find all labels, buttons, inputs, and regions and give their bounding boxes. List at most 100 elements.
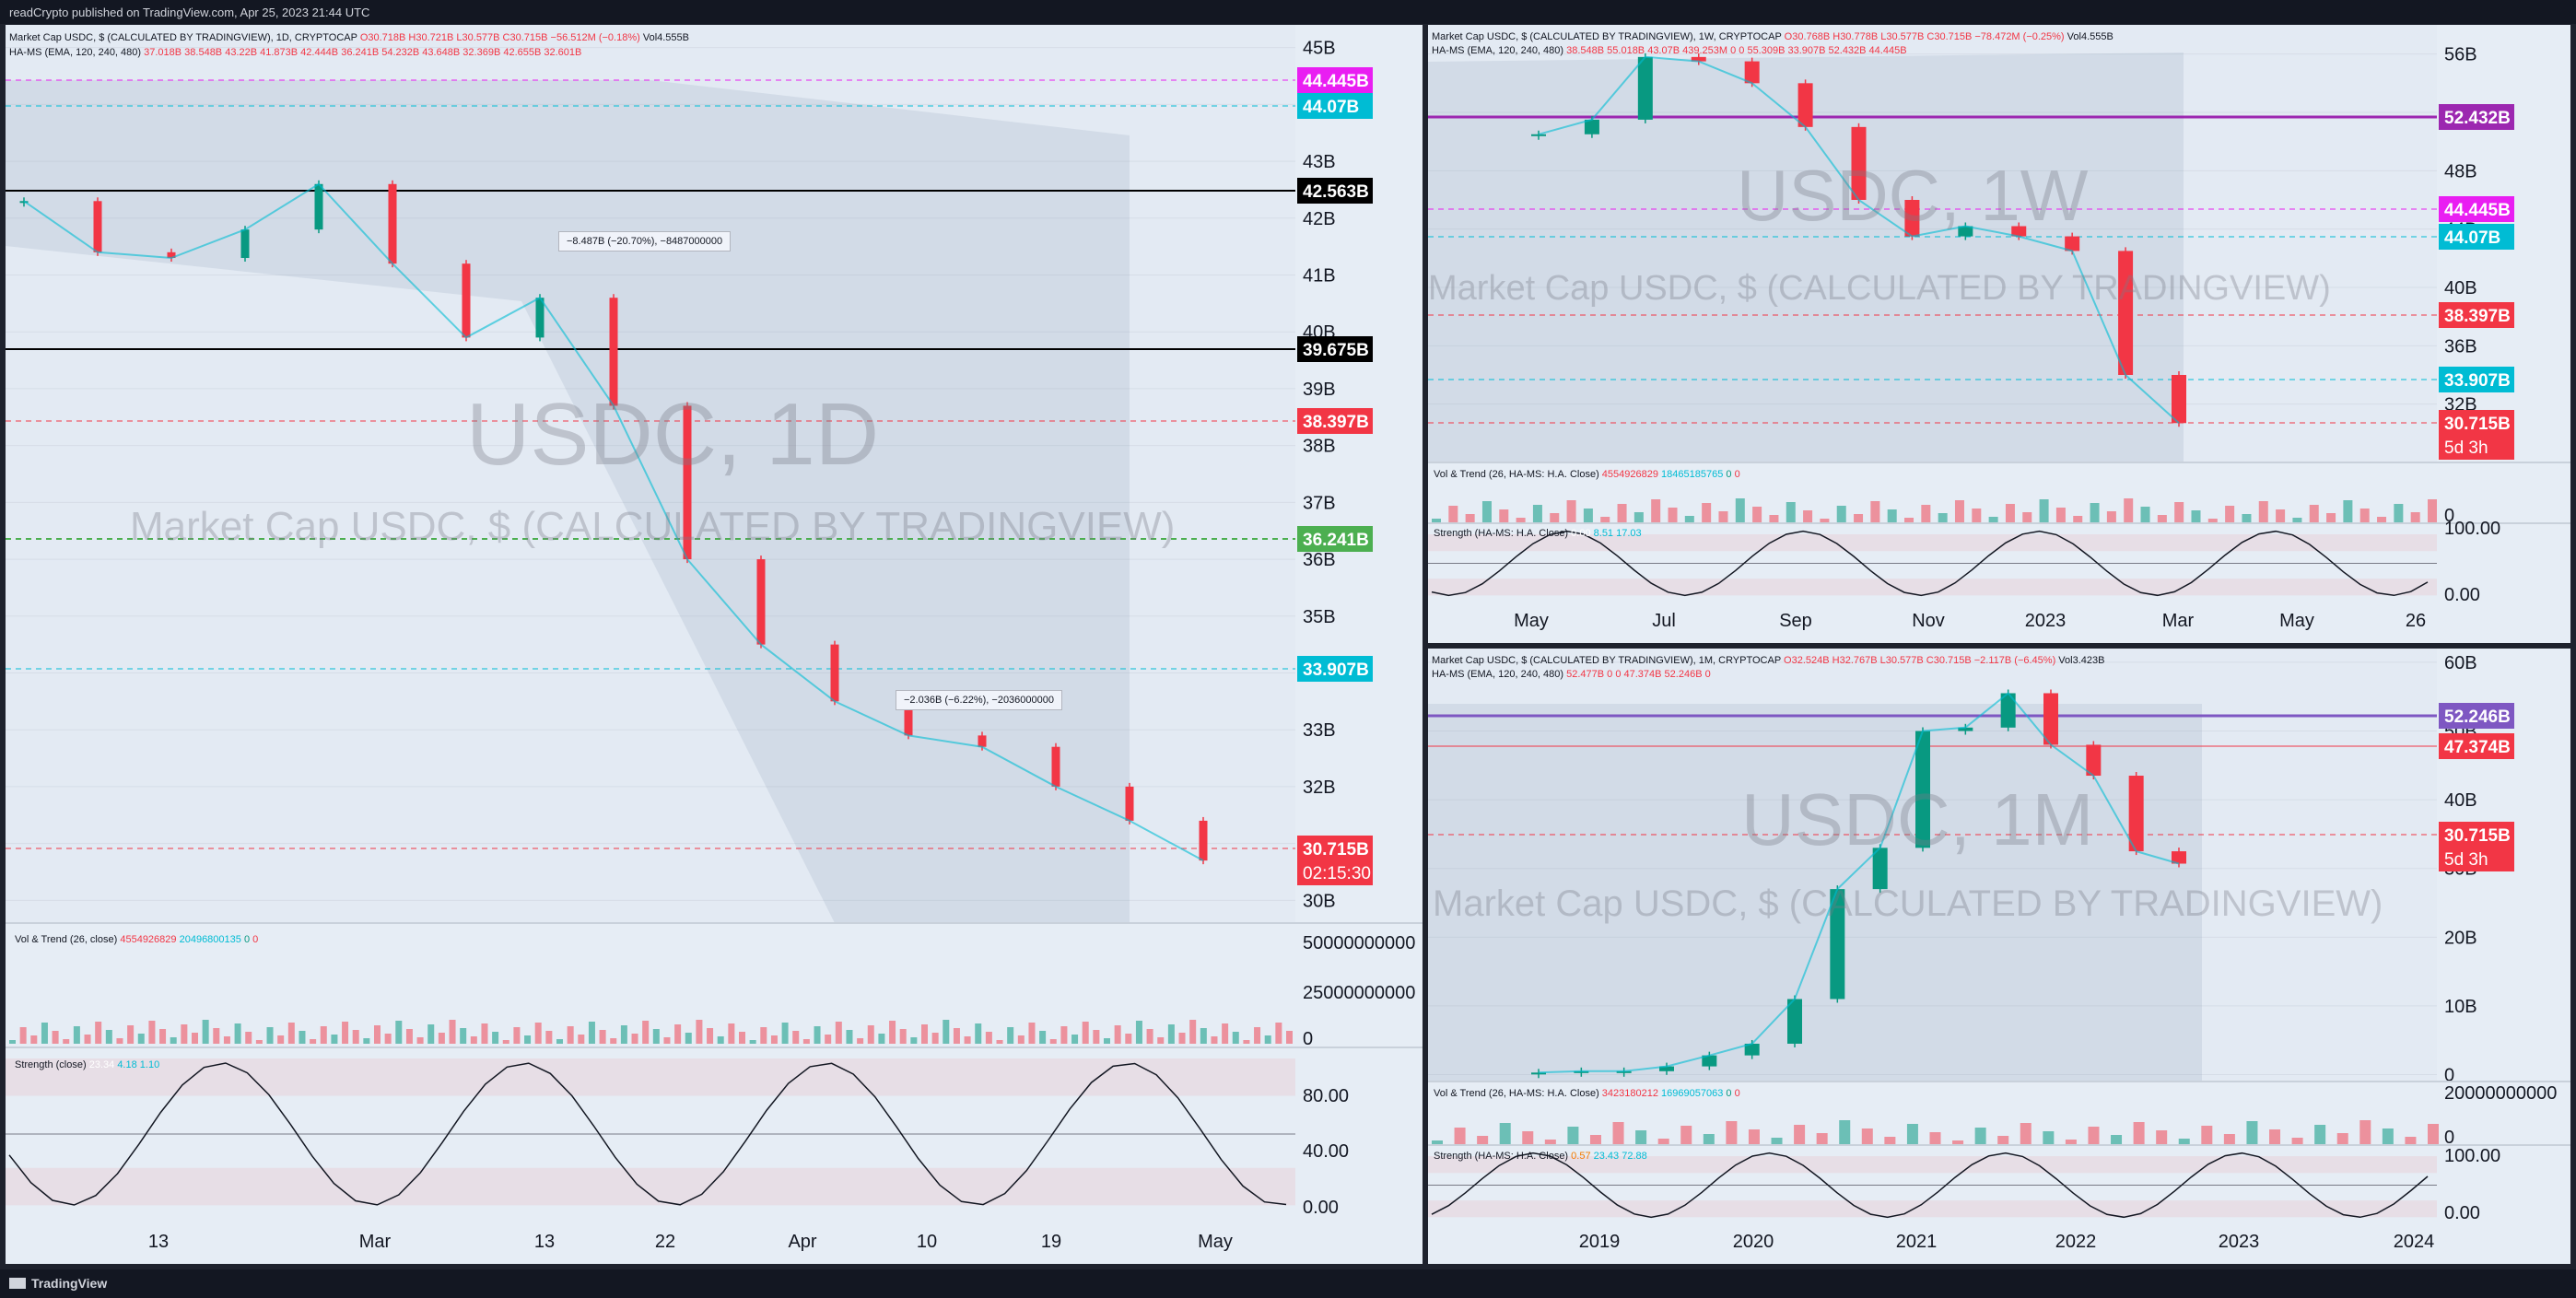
monthly-symbol: Market Cap USDC, $ (CALCULATED BY TRADIN… [1432,655,1781,666]
volume-bar [556,1039,563,1044]
monthly-strength-label: Strength (HA-MS: H.A. Close) [1434,1151,1569,1162]
close-price-line [1538,55,2180,425]
weekly-chart-pane[interactable]: 56B52B48B44B40B36B32BMayJulSepNov2023Mar… [1428,25,2570,643]
volume-bar [266,1027,274,1044]
volume-bar [1635,1130,1647,1144]
price-badge-label: 39.675B [1303,341,1369,360]
y-tick-label: 42B [1303,209,1336,229]
volume-bar [1820,519,1830,522]
close-price-line [23,182,1204,861]
candle-body [93,201,102,252]
volume-bar [1718,511,1728,522]
monthly-voltrend-v2: 16969057063 [1661,1088,1724,1099]
volume-bar [1600,517,1610,522]
weekly-hams-values: 38.548B 55.018B 43.07B 439.253M 0 0 55.3… [1566,45,1907,56]
volume-bar [1887,509,1897,522]
volume-bar [1836,506,1846,522]
y-tick-label: 39B [1303,380,1336,400]
weekly-ohlc: O30.768B H30.778B L30.577B C30.715B −78.… [1784,31,2065,42]
daily-legend-main: Market Cap USDC, $ (CALCULATED BY TRADIN… [9,32,689,43]
volume-bar [352,1030,359,1044]
candle-body [609,298,618,406]
volume-bar [2043,1131,2055,1144]
daily-voltrend-legend: Vol & Trend (26, close) 4554926829 20496… [15,934,258,945]
volume-bar [1481,501,1492,522]
volume-bar [438,1033,445,1044]
x-tick-label: Mar [2162,611,2195,631]
candle-body [462,263,471,338]
volume-bar [492,1032,499,1044]
tradingview-brand[interactable]: TradingView [9,1276,107,1291]
volume-bar [105,1030,112,1044]
volume-bar [30,1035,38,1044]
volume-bar [1264,1035,1271,1044]
candle-body [683,405,692,560]
strength-line [1431,530,2429,597]
candle-body [1744,61,1760,84]
daily-strength-v2: 4.18 [117,1059,137,1070]
candle-body [2043,693,2058,745]
volume-bar [792,1031,800,1044]
daily-chart-pane[interactable]: 45B44B43B42B41B40B39B38B37B36B35B34B33B3… [6,25,1423,1264]
volume-bar [2428,499,2437,522]
volume-bar [2326,513,2336,522]
daily-voltrend-label: Vol & Trend (26, close) [15,934,118,945]
volume-bar [728,1023,735,1044]
volume-bar [1921,505,1931,522]
candle-body [1787,999,1802,1044]
y-tick-label: 56B [2444,45,2477,65]
volume-bar [2124,498,2134,522]
volume-bar [1938,513,1948,522]
x-tick-label: Sep [1779,611,1812,631]
volume-bar [2201,1126,2213,1144]
weekly-strength-label: Strength (HA-MS: H.A. Close) [1434,528,1569,539]
x-tick-label: May [2279,611,2314,631]
daily-voltrend-v1: 4554926829 [120,934,177,945]
overbought-zone [6,1058,1295,1096]
volume-bar [1988,517,1998,522]
volume-bar [2020,1123,2032,1144]
volume-bar [1432,519,1441,522]
countdown-badge [2439,848,2514,871]
volume-bar [1104,1038,1110,1044]
volume-bar [921,1024,928,1044]
candle-body [1851,126,1867,200]
x-tick-label: Apr [788,1232,816,1252]
x-tick-label: 13 [148,1232,169,1252]
price-badge [1297,526,1373,552]
daily-chart-svg[interactable]: 45B44B43B42B41B40B39B38B37B36B35B34B33B3… [6,25,1423,1264]
volume-bar [1803,510,1813,522]
price-badge [1297,67,1373,93]
volume-bar [534,1023,542,1044]
weekly-voltrend-legend: Vol & Trend (26, HA-MS: H.A. Close) 4554… [1434,469,1740,480]
volume-bar [1769,515,1779,522]
price-badge-label: 42.563B [1303,182,1369,202]
daily-voltrend-v3: 0 [243,934,251,945]
strength-tick-label: 80.00 [1303,1086,1349,1106]
daily-strength-label: Strength (close) [15,1059,87,1070]
volume-bar [2157,515,2167,522]
y-tick-label: 32B [1303,778,1336,798]
monthly-strength-v1: 0.57 [1571,1151,1591,1162]
price-badge [2439,822,2514,848]
y-tick-label: 45B [1303,39,1336,59]
volume-bar [663,1037,671,1044]
candle-body [1199,820,1208,861]
monthly-chart-pane[interactable]: 60B50B40B30B20B10B0201920202021202220232… [1428,649,2570,1264]
volume-bar [1167,1024,1175,1044]
y-tick-label: 20B [2444,928,2477,948]
volume-bar [1633,512,1644,522]
volume-bar [427,1024,435,1044]
strength-tick-label: 0.00 [2444,585,2480,605]
price-badge [1297,178,1373,204]
monthly-chart-svg[interactable]: 60B50B40B30B20B10B0201920202021202220232… [1428,649,2570,1264]
x-tick-label: Jul [1652,611,1676,631]
daily-voltrend-v4: 0 [252,934,259,945]
weekly-chart-svg[interactable]: 56B52B48B44B40B36B32BMayJulSepNov2023Mar… [1428,25,2570,643]
volume-bar [2343,500,2353,522]
y-tick-label: 38B [1303,437,1336,457]
volume-bar [460,1028,467,1044]
volume-bar [1904,518,1914,522]
price-badge [2439,410,2514,436]
volume-bar [1499,509,1509,522]
